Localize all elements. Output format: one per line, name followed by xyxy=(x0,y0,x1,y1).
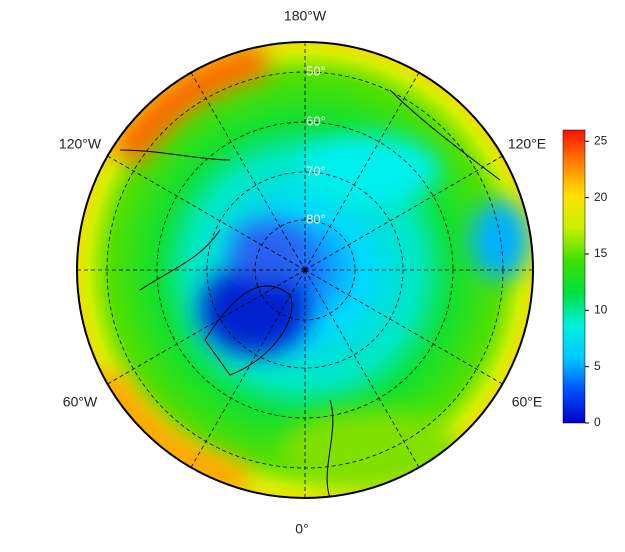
lat-label: 70° xyxy=(306,163,326,178)
meridian xyxy=(304,155,503,271)
lon-label: 180°W xyxy=(284,8,327,24)
meridian xyxy=(304,72,420,271)
meridian xyxy=(304,269,420,468)
graticule xyxy=(77,42,533,498)
colorbar xyxy=(562,129,586,424)
colorbar-tick-label: 20 xyxy=(594,190,608,204)
lat-label: 60° xyxy=(306,113,326,128)
colorbar-tick-label: 5 xyxy=(594,359,601,373)
lat-label: 80° xyxy=(306,211,326,226)
colorbar-tick-label: 25 xyxy=(594,133,608,147)
map-border xyxy=(76,41,534,499)
meridian xyxy=(190,269,306,468)
lon-label: 120°E xyxy=(508,136,546,152)
meridian xyxy=(107,155,306,271)
lat-label: 50° xyxy=(306,63,326,78)
lon-label: 120°W xyxy=(59,136,102,152)
colorbar-tick-label: 10 xyxy=(594,302,608,316)
lon-label: 60°W xyxy=(63,394,98,410)
meridian xyxy=(304,269,503,385)
colorbar-tick-label: 0 xyxy=(594,415,601,429)
meridian xyxy=(190,72,306,271)
meridian xyxy=(107,269,306,385)
lon-label: 60°E xyxy=(512,394,543,410)
lon-label: 0° xyxy=(295,521,308,537)
colorbar-tick-label: 15 xyxy=(594,246,608,260)
